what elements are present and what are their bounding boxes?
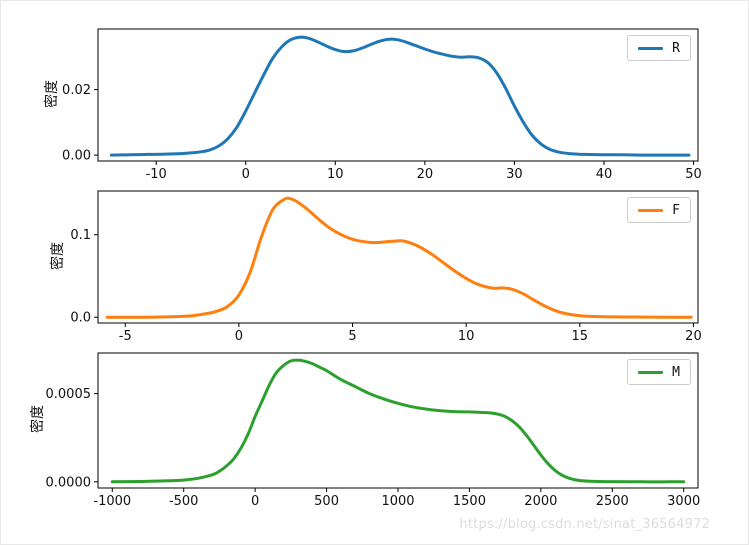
svg-text:0.02: 0.02 (62, 83, 91, 98)
svg-text:0.1: 0.1 (70, 228, 91, 243)
svg-text:2000: 2000 (524, 494, 557, 509)
svg-text:500: 500 (314, 494, 339, 509)
svg-text:10: 10 (327, 167, 344, 182)
legend-line-swatch-f (638, 208, 664, 212)
watermark: https://blog.csdn.net/sinat_36564972 (459, 517, 710, 532)
legend-label-f: F (672, 202, 680, 218)
svg-text:-5: -5 (119, 329, 132, 344)
svg-text:20: 20 (417, 167, 434, 182)
svg-text:1000: 1000 (381, 494, 414, 509)
legend-line-swatch-r (638, 46, 664, 50)
svg-text:10: 10 (458, 329, 475, 344)
svg-text:2500: 2500 (596, 494, 629, 509)
svg-text:0: 0 (235, 329, 243, 344)
legend-r: R (627, 35, 691, 61)
svg-text:20: 20 (685, 329, 702, 344)
svg-text:15: 15 (572, 329, 589, 344)
legend-label-r: R (672, 40, 680, 56)
svg-text:40: 40 (596, 167, 613, 182)
legend-label-m: M (672, 364, 680, 380)
svg-text:30: 30 (506, 167, 523, 182)
svg-text:-500: -500 (169, 494, 199, 509)
y-axis-label-bottom: 密度 (30, 405, 46, 433)
legend-line-swatch-m (638, 370, 664, 374)
svg-text:0.00: 0.00 (62, 149, 91, 164)
svg-text:0.0: 0.0 (70, 311, 91, 326)
svg-text:-10: -10 (146, 167, 167, 182)
svg-text:5: 5 (348, 329, 356, 344)
svg-text:0.0000: 0.0000 (46, 475, 92, 490)
y-axis-label-middle: 密度 (50, 242, 66, 270)
legend-f: F (627, 197, 691, 223)
svg-text:50: 50 (685, 167, 702, 182)
legend-m: M (627, 359, 691, 385)
y-axis-label-top: 密度 (44, 80, 60, 108)
svg-text:0.0005: 0.0005 (46, 387, 92, 402)
svg-text:3000: 3000 (667, 494, 700, 509)
svg-text:0: 0 (251, 494, 259, 509)
svg-text:-1000: -1000 (93, 494, 131, 509)
svg-text:1500: 1500 (453, 494, 486, 509)
svg-text:0: 0 (242, 167, 250, 182)
